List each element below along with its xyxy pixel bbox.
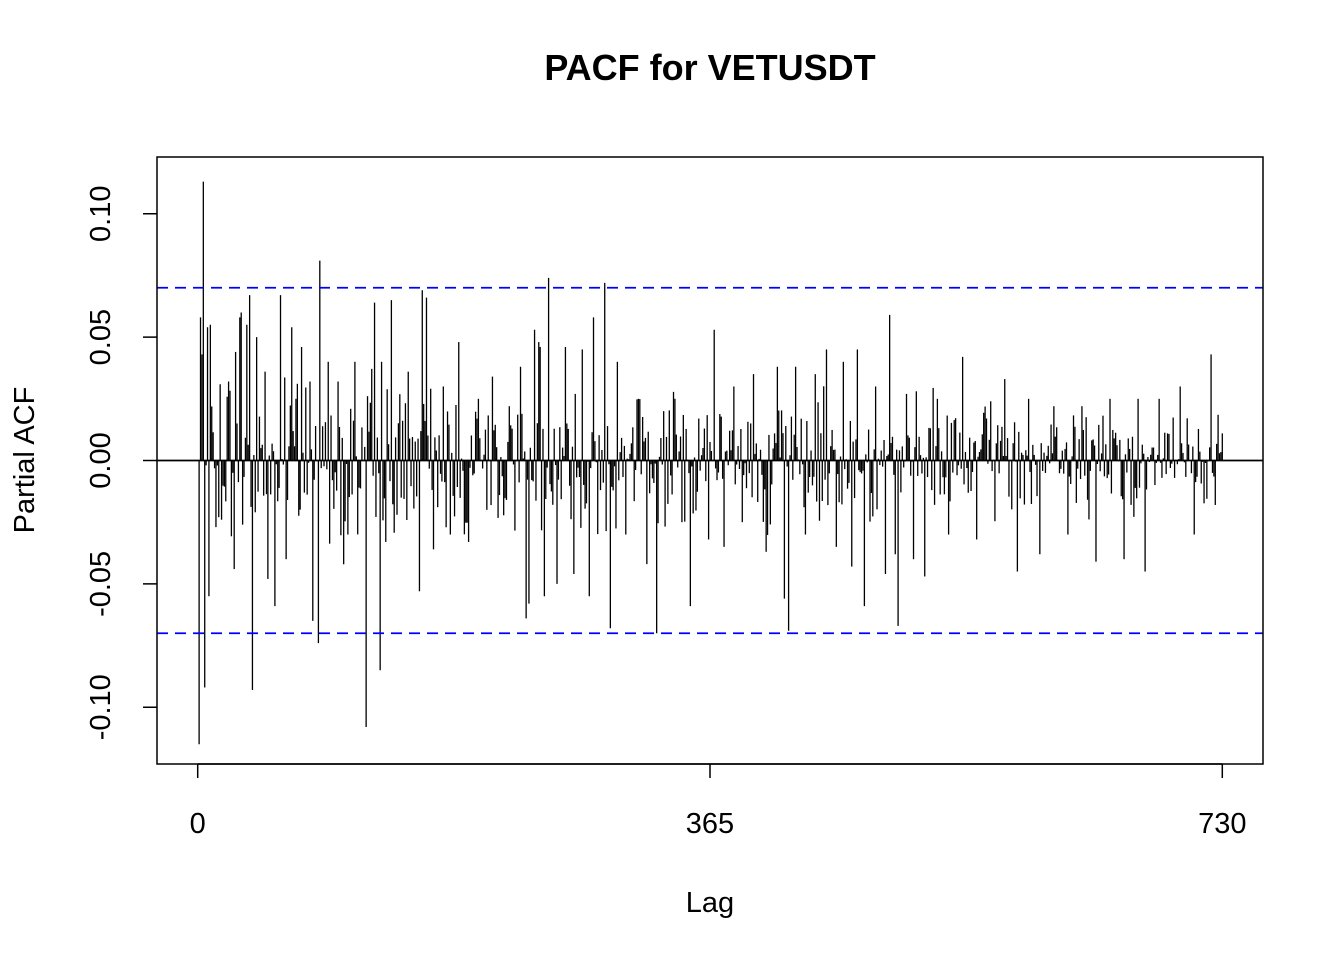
chart-title: PACF for VETUSDT bbox=[544, 47, 875, 88]
x-axis-label: Lag bbox=[686, 887, 734, 919]
x-tick-label: 730 bbox=[1198, 808, 1246, 840]
y-tick-label: 0.10 bbox=[85, 186, 117, 242]
x-tick-label: 0 bbox=[190, 808, 206, 840]
y-tick-label: 0.05 bbox=[85, 309, 117, 365]
y-axis-label: Partial ACF bbox=[9, 387, 41, 534]
bars-group bbox=[198, 181, 1223, 745]
y-axis: -0.10 -0.05 0.00 0.05 0.10 bbox=[85, 186, 157, 740]
y-tick-label: -0.10 bbox=[85, 674, 117, 740]
confidence-bounds bbox=[157, 286, 1263, 635]
x-axis: 0 365 730 bbox=[190, 763, 1246, 840]
y-tick-label: 0.00 bbox=[85, 432, 117, 488]
plot-frame bbox=[156, 156, 1264, 765]
y-tick-label: -0.05 bbox=[85, 551, 117, 617]
x-tick-label: 365 bbox=[686, 808, 734, 840]
